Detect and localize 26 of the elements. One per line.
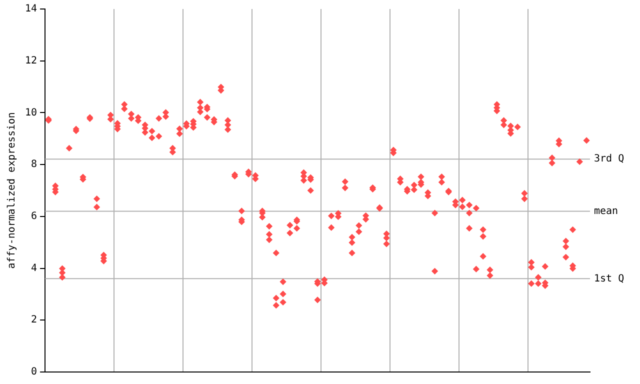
y-tick-label: 4 — [31, 262, 38, 274]
point — [204, 114, 210, 120]
point — [266, 236, 272, 243]
point — [562, 254, 569, 260]
ref-line-label: 1st Q — [594, 273, 624, 284]
y-tick-label: 14 — [24, 4, 38, 15]
y-tick-label: 8 — [31, 159, 38, 170]
y-tick-label: 0 — [31, 366, 38, 378]
point — [314, 296, 321, 304]
y-tick-label: 6 — [31, 211, 38, 222]
point — [308, 187, 314, 194]
ref-line-label: mean — [594, 206, 618, 217]
point — [528, 280, 534, 287]
point — [273, 302, 280, 308]
point — [383, 240, 390, 248]
point — [466, 225, 472, 232]
y-tick-label: 12 — [24, 55, 38, 66]
point — [280, 299, 286, 306]
point — [348, 250, 356, 256]
y-tick-label: 10 — [24, 107, 38, 118]
y-tick-label: 2 — [31, 314, 38, 326]
ref-line-label: 3rd Q — [594, 154, 624, 165]
point — [224, 126, 231, 133]
y-axis-title: affy-normalized expression — [6, 112, 18, 269]
point — [480, 253, 486, 260]
point — [294, 225, 300, 232]
